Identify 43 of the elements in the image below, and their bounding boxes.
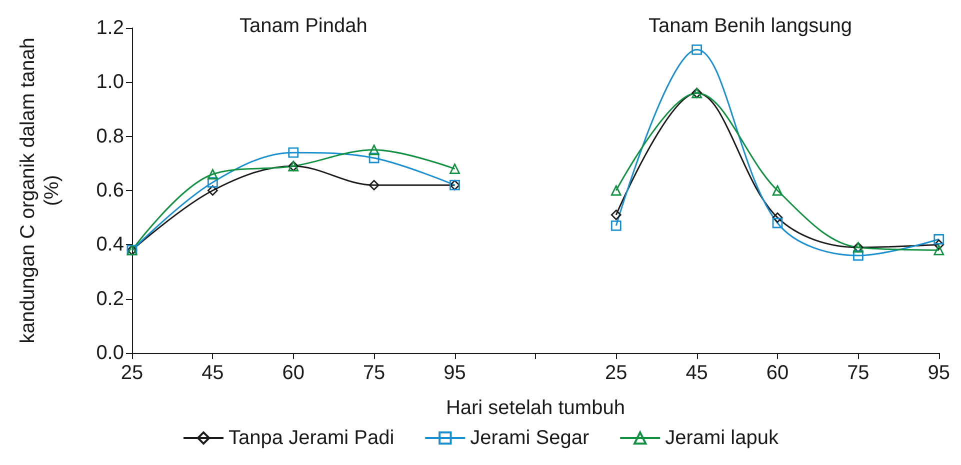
y-tick-label: 0.2 [96, 288, 124, 310]
x-axis-title: Hari setelah tumbuh [446, 397, 625, 419]
point [692, 44, 702, 55]
y-tick-label: 0.0 [96, 342, 124, 364]
point [772, 212, 783, 223]
x-tick-label: 45 [686, 362, 708, 384]
point [288, 147, 299, 158]
x-tick-label: 25 [120, 362, 144, 384]
annotation: Tanam Pindah [240, 15, 368, 37]
legend-label: Jerami Segar [470, 427, 590, 449]
point [207, 177, 218, 188]
y-tick-label: 1.2 [96, 17, 124, 39]
point [772, 185, 783, 196]
point [934, 234, 944, 244]
point [207, 169, 218, 180]
x-tick-label: 60 [282, 362, 304, 384]
point [368, 180, 380, 190]
y-tick-label: 1.0 [96, 71, 124, 94]
x-tick-label: 95 [444, 362, 466, 384]
y-tick-label: 0.8 [96, 125, 124, 148]
y-tick-label: 0.4 [96, 234, 124, 256]
annotation: Tanam Benih langsung [648, 15, 852, 37]
point [450, 164, 460, 174]
x-tick-label: 25 [605, 362, 628, 384]
y-tick-label: 0.6 [96, 180, 124, 202]
legend-label: Jerami lapuk [665, 427, 780, 449]
x-tick-label: 60 [766, 362, 789, 384]
x-tick-label: 75 [847, 362, 870, 384]
point [207, 185, 218, 196]
point [610, 185, 622, 196]
y-axis-title: kandungan C organik dalam tanah (%) [17, 38, 63, 344]
point [934, 239, 944, 250]
point [368, 152, 380, 164]
point [772, 218, 783, 228]
point [852, 250, 864, 261]
point [610, 210, 622, 220]
x-tick-label: 75 [362, 362, 386, 384]
point [934, 244, 944, 256]
x-tick-label: 45 [202, 362, 224, 384]
legend-label: Tanpa Jerami Padi [228, 427, 394, 449]
point [368, 144, 380, 156]
point [610, 220, 622, 231]
x-tick-label: 95 [928, 362, 950, 384]
